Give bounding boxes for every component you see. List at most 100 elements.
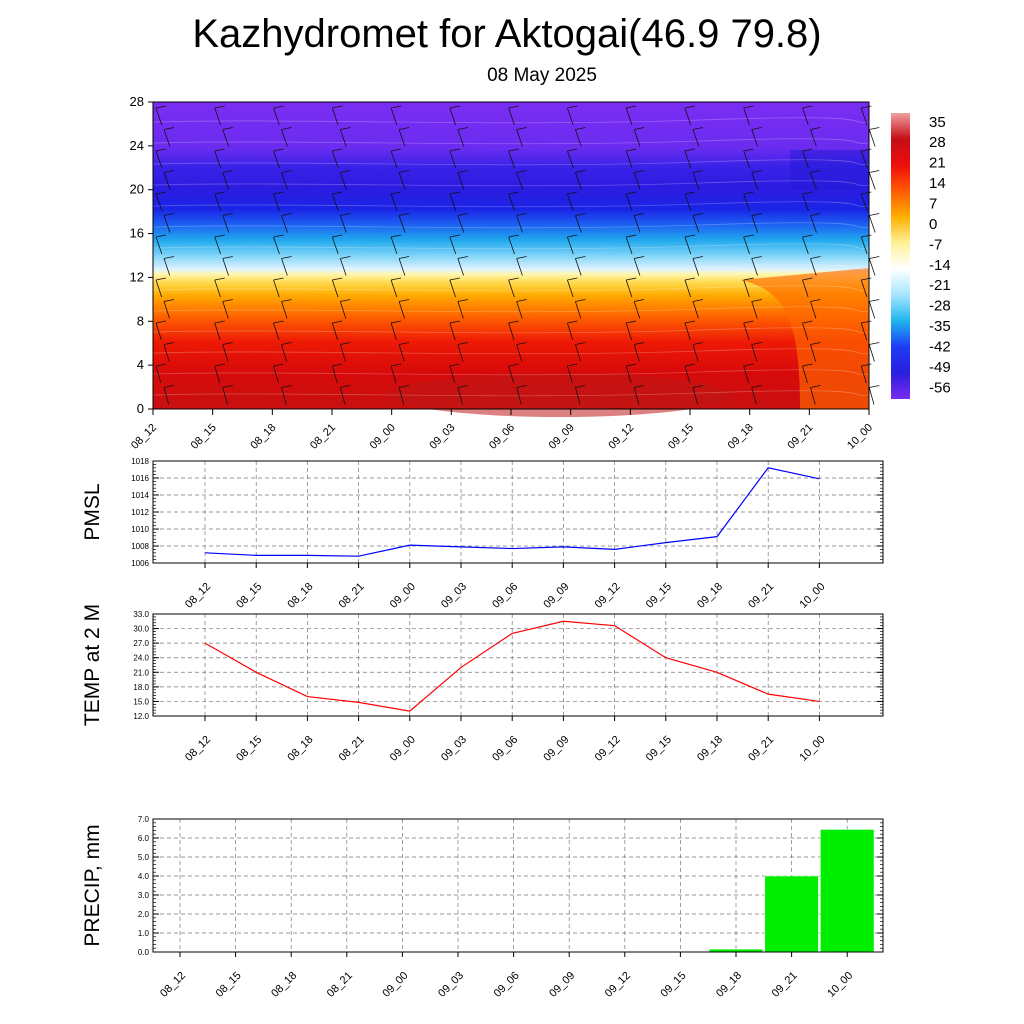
- wind-barb: [567, 279, 574, 298]
- wind-barb-feather: [802, 191, 813, 195]
- wind-barb: [155, 236, 163, 255]
- wind-barb-feather: [751, 342, 762, 345]
- y-tick-label: 1018: [131, 457, 149, 466]
- x-tick-label: 09_09: [541, 581, 571, 611]
- wind-barb: [457, 344, 464, 362]
- y-tick-label: 24.0: [133, 654, 149, 663]
- cross-section-panel: 0 4 8 12 16 20 24 28 08_12 08_15 08_18 08_21 09_00 09…: [129, 94, 951, 452]
- wind-barb: [331, 322, 339, 341]
- colorbar-label: 14: [929, 175, 946, 192]
- wind-barb-feather: [743, 148, 754, 152]
- wind-barb: [810, 301, 817, 319]
- wind-barb: [508, 107, 515, 126]
- wind-barb: [214, 279, 221, 298]
- x-tick-label: 08_18: [248, 422, 278, 452]
- wind-barb: [449, 365, 456, 384]
- wind-barb-feather: [869, 170, 880, 173]
- wind-barb: [810, 344, 817, 362]
- wind-barb-feather: [214, 234, 225, 238]
- wind-barb-feather: [516, 127, 527, 130]
- wind-barb-feather: [692, 342, 704, 345]
- wind-barb: [222, 387, 228, 405]
- wind-barb: [684, 322, 691, 341]
- wind-barb: [222, 344, 229, 362]
- wind-barb-feather: [332, 234, 343, 238]
- wind-barb-feather: [449, 277, 460, 281]
- wind-barb: [222, 129, 230, 147]
- wind-barb: [868, 215, 876, 233]
- x-tick-label: 08_15: [189, 422, 219, 452]
- wind-barb: [222, 301, 229, 319]
- wind-barb-feather: [634, 170, 645, 173]
- wind-barb: [802, 279, 809, 298]
- wind-barb: [398, 387, 405, 405]
- x-tick-label: 09_03: [439, 734, 469, 764]
- wind-barb-feather: [163, 170, 175, 173]
- wind-barb: [684, 365, 691, 384]
- wind-barb-feather: [222, 256, 233, 259]
- x-tick-label: 08_18: [269, 970, 299, 1000]
- wind-barb-feather: [391, 191, 402, 195]
- wind-barb-feather: [332, 148, 343, 152]
- wind-barb-feather: [281, 299, 292, 302]
- y-tick-label: 1008: [131, 542, 149, 551]
- x-tick-label: 09_12: [593, 734, 623, 764]
- wind-barb: [743, 150, 751, 169]
- wind-barb-feather: [163, 127, 175, 130]
- wind-barb: [457, 387, 463, 405]
- x-tick-label: 09_21: [746, 581, 776, 611]
- wind-barb: [860, 322, 867, 341]
- wind-barb-feather: [332, 320, 343, 324]
- wind-barb-feather: [391, 320, 402, 324]
- wind-barb: [743, 193, 751, 212]
- wind-barb: [449, 322, 456, 341]
- x-tick-label: 09_06: [487, 422, 517, 452]
- wind-barb: [625, 279, 633, 298]
- wind-barb-feather: [575, 299, 586, 302]
- y-axis-label: TEMP at 2 M: [81, 604, 104, 726]
- wind-barb: [281, 258, 288, 276]
- wind-barb-feather: [810, 256, 821, 259]
- wind-barb: [743, 236, 750, 255]
- y-axis-label: PRECIP, mm: [81, 824, 104, 946]
- colorbar-label: 0: [929, 216, 937, 233]
- x-tick-label: 09_09: [547, 970, 577, 1000]
- y-tick-label: 15.0: [133, 697, 149, 706]
- wind-barb: [331, 150, 339, 169]
- wind-barb: [860, 236, 868, 255]
- wind-barb-feather: [692, 256, 704, 259]
- x-tick-label: 09_00: [388, 734, 418, 764]
- wind-barb: [692, 129, 700, 147]
- wind-barb: [575, 387, 581, 405]
- colorbar-label: 35: [929, 114, 946, 131]
- wind-barb-feather: [516, 385, 527, 388]
- wind-barb: [868, 258, 876, 276]
- wind-barb: [802, 236, 809, 255]
- wind-barb: [860, 279, 868, 298]
- wind-barb: [567, 193, 574, 212]
- wind-barb: [810, 215, 817, 233]
- contour-line: [152, 117, 870, 124]
- wind-barb-feather: [273, 191, 284, 195]
- y-tick-label: 8: [137, 313, 144, 328]
- wind-barb: [625, 107, 633, 126]
- wind-barb: [281, 129, 288, 147]
- wind-barb-feather: [575, 256, 586, 259]
- wind-barb: [575, 172, 582, 190]
- wind-barb: [273, 322, 280, 341]
- wind-barb: [692, 258, 700, 276]
- x-tick-label: 08_15: [214, 970, 244, 1000]
- wind-barb: [751, 129, 758, 147]
- chart-title: Kazhydromet for Aktogai(46.9 79.8): [192, 12, 822, 56]
- y-tick-label: 21.0: [133, 668, 149, 677]
- y-tick-label: 1006: [131, 559, 149, 568]
- wind-barb: [751, 301, 758, 319]
- wind-barb-feather: [155, 105, 167, 109]
- series-line: [204, 620, 820, 712]
- x-tick-label: 09_12: [593, 581, 623, 611]
- wind-barb-feather: [214, 277, 225, 281]
- wind-barb: [802, 150, 809, 169]
- wind-barb: [214, 236, 222, 255]
- wind-barb: [743, 322, 750, 341]
- wind-barb-feather: [516, 299, 527, 302]
